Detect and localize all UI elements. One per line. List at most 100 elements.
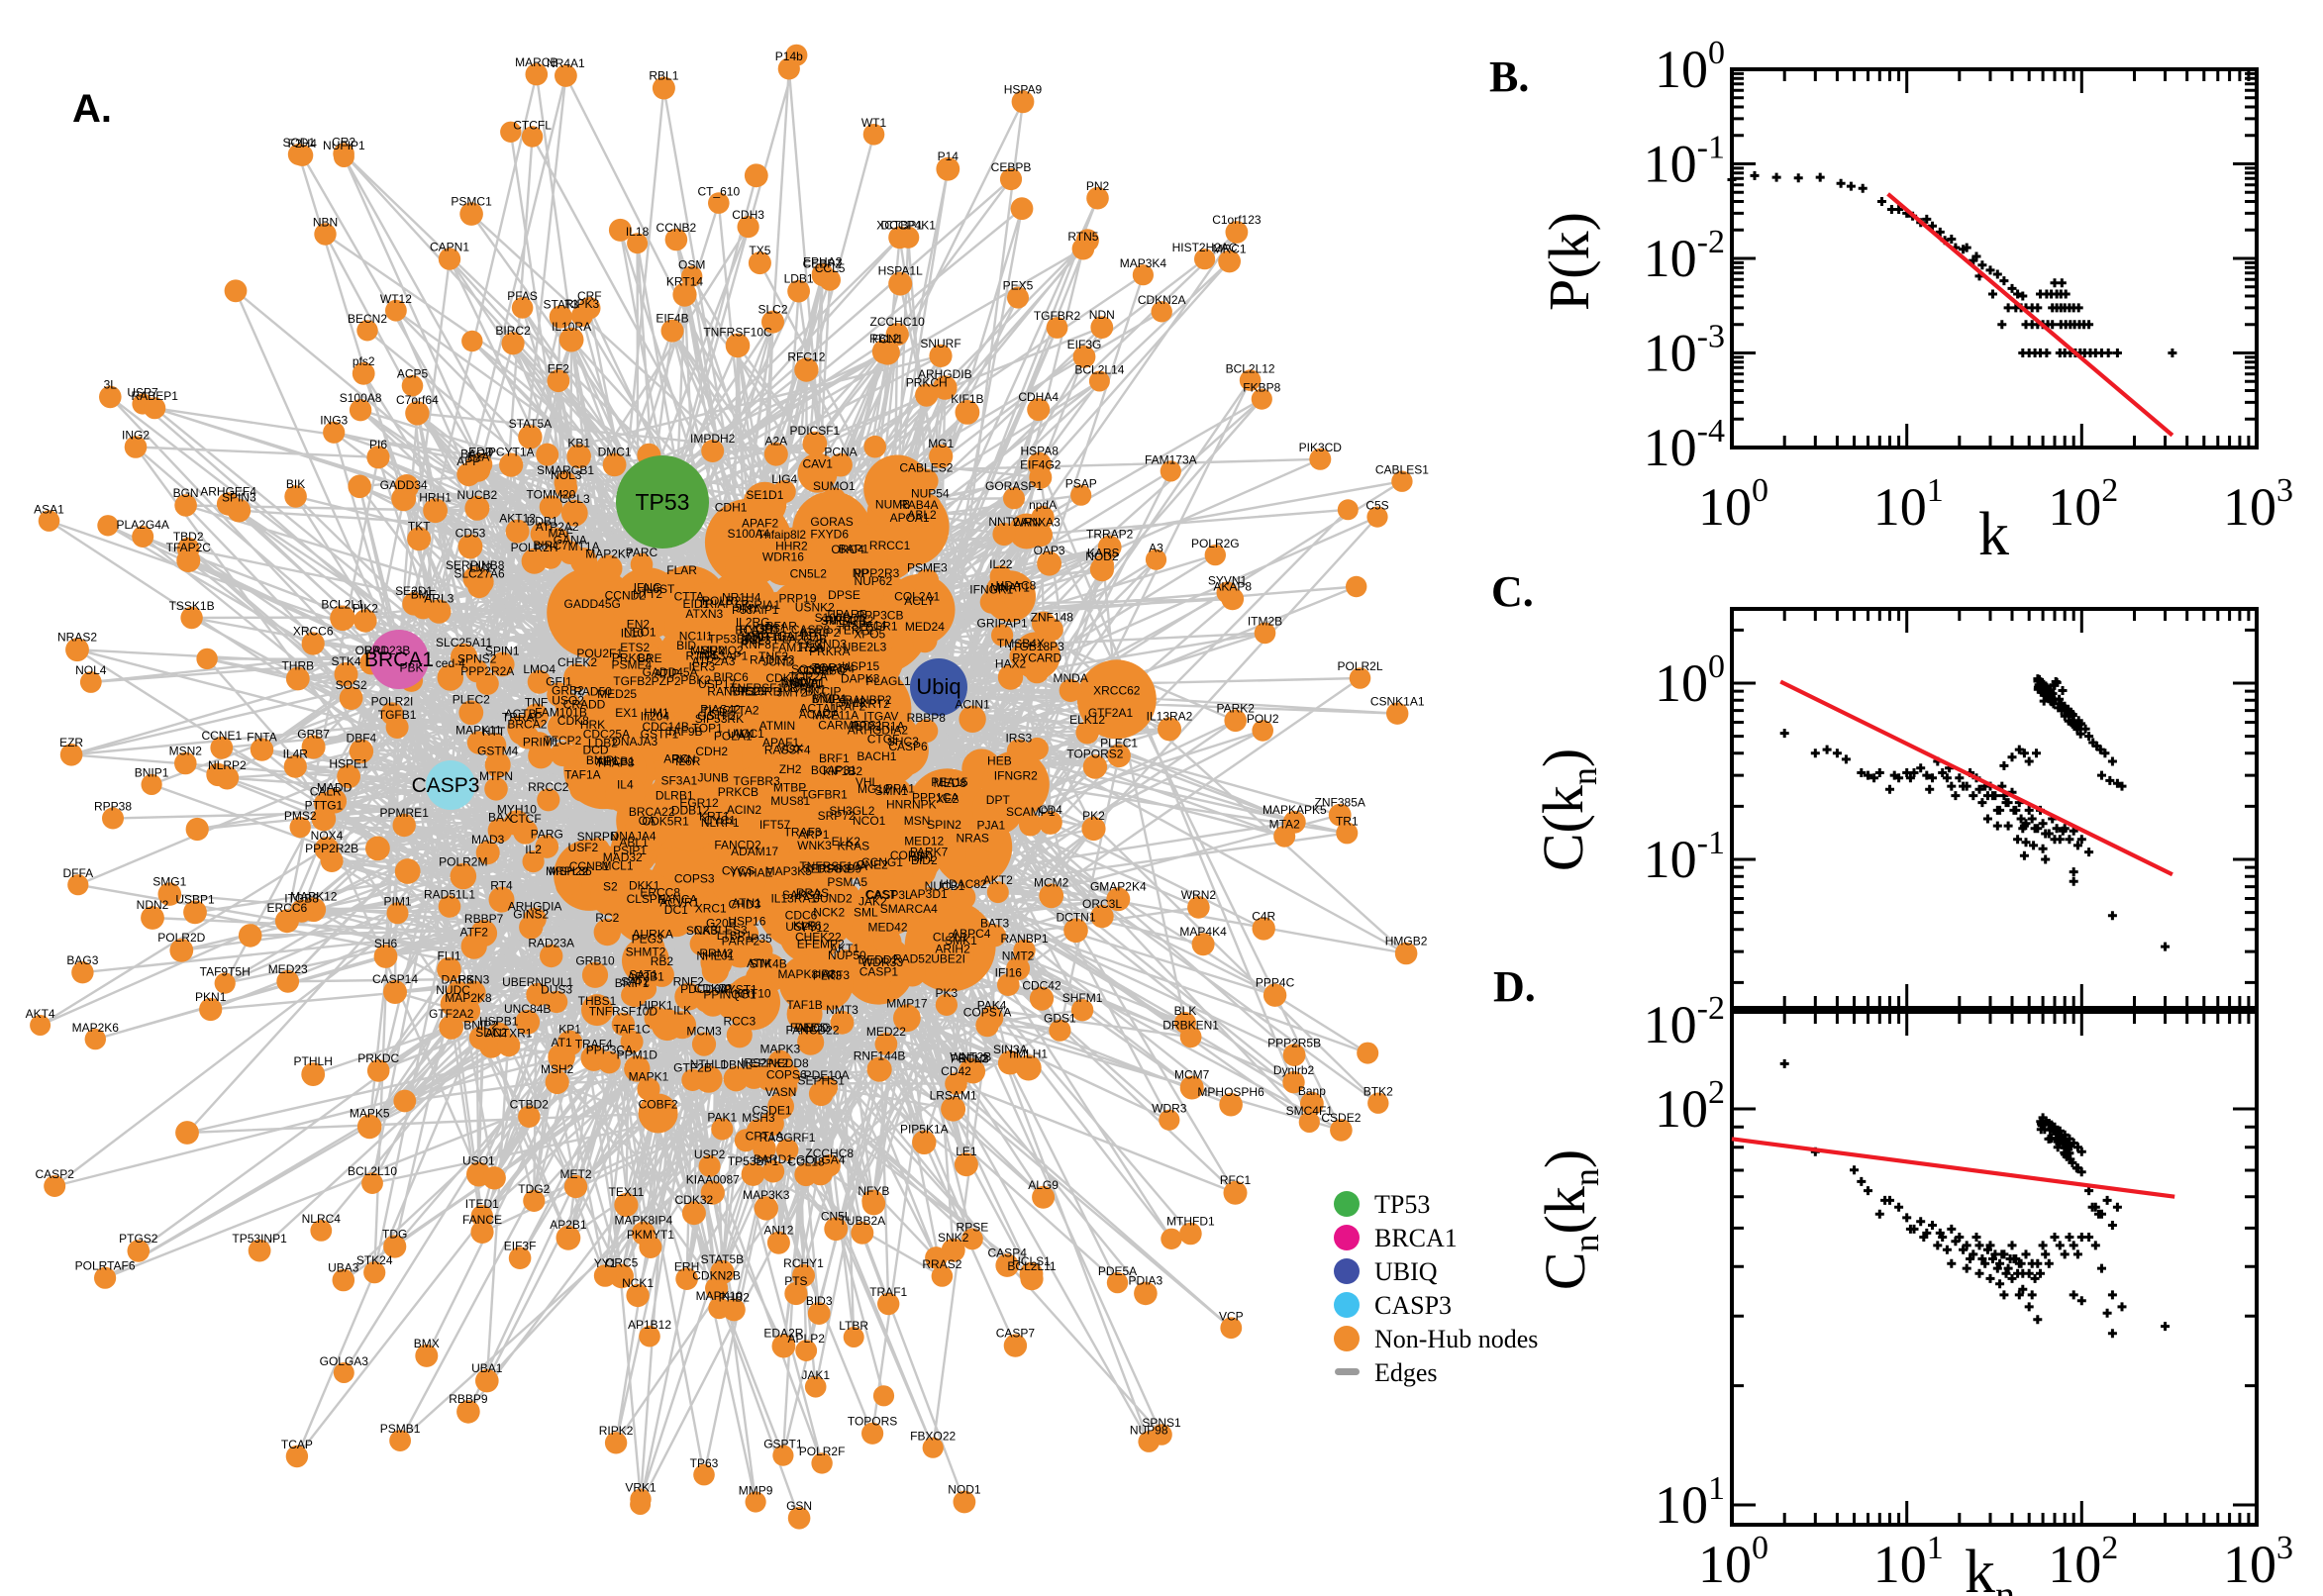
svg-text:PKN3: PKN3	[458, 973, 490, 987]
svg-text:DMC1: DMC1	[598, 446, 632, 459]
svg-text:BACH1: BACH1	[857, 749, 896, 763]
svg-text:CRF: CRF	[577, 289, 602, 303]
svg-text:KRT10: KRT10	[734, 986, 770, 1000]
svg-text:CDK5R1: CDK5R1	[642, 814, 689, 828]
svg-text:MAPK11: MAPK11	[455, 724, 502, 738]
svg-text:HHR2: HHR2	[775, 540, 808, 553]
svg-text:DSG3: DSG3	[817, 862, 850, 876]
svg-text:BRCA2: BRCA2	[507, 718, 547, 732]
svg-text:EIF4G2: EIF4G2	[1020, 458, 1061, 472]
svg-text:SHC3: SHC3	[887, 735, 919, 748]
svg-text:CLSPN: CLSPN	[627, 892, 666, 906]
svg-text:TRAF4: TRAF4	[575, 1038, 613, 1051]
svg-text:RAD23B: RAD23B	[364, 644, 411, 657]
svg-text:MAP2K8: MAP2K8	[445, 991, 492, 1005]
svg-text:SNURF: SNURF	[920, 337, 960, 350]
svg-text:OA: OA	[639, 814, 656, 828]
svg-text:Ubiq: Ubiq	[916, 674, 960, 699]
svg-text:MED42: MED42	[867, 920, 907, 934]
svg-text:TOPORS: TOPORS	[848, 1415, 897, 1429]
svg-text:PDE5A: PDE5A	[1098, 1264, 1137, 1278]
svg-text:LM2: LM2	[469, 561, 493, 575]
svg-text:RNF144B: RNF144B	[854, 1049, 906, 1063]
svg-text:TSSK1B: TSSK1B	[169, 599, 215, 613]
svg-text:COBF: COBF	[803, 663, 836, 677]
svg-text:RASSF4: RASSF4	[764, 744, 811, 757]
svg-text:WDR16: WDR16	[762, 549, 804, 563]
svg-text:3L: 3L	[104, 378, 118, 392]
svg-text:SYVN1: SYVN1	[1208, 574, 1248, 588]
svg-text:IL22: IL22	[989, 557, 1013, 571]
svg-text:TAF1A: TAF1A	[564, 767, 600, 781]
svg-text:ARIH2: ARIH2	[935, 943, 970, 956]
svg-text:JUNB: JUNB	[698, 771, 729, 785]
svg-text:TGFBR1: TGFBR1	[801, 788, 849, 802]
svg-text:KIF1B: KIF1B	[951, 392, 983, 406]
svg-text:MAPK12: MAPK12	[290, 890, 338, 904]
svg-text:RAD23A: RAD23A	[528, 937, 574, 950]
svg-text:SUMO2: SUMO2	[701, 644, 744, 657]
svg-text:SOS1: SOS1	[791, 662, 823, 676]
svg-text:WRN: WRN	[1012, 516, 1041, 530]
svg-text:PPP2R1A: PPP2R1A	[852, 719, 905, 733]
svg-text:PKMYT1: PKMYT1	[627, 1228, 674, 1242]
svg-text:NCO1: NCO1	[853, 814, 886, 828]
svg-text:MYH10: MYH10	[497, 802, 537, 816]
svg-text:NUCB2: NUCB2	[457, 488, 498, 502]
svg-text:BIK: BIK	[286, 477, 305, 491]
svg-text:XCTBP1: XCTBP1	[876, 219, 923, 233]
svg-text:GRB2: GRB2	[552, 684, 584, 698]
svg-text:SHMT2: SHMT2	[626, 945, 666, 958]
svg-text:CDK8: CDK8	[557, 714, 589, 728]
svg-text:NR1H4: NR1H4	[722, 591, 761, 605]
svg-text:F2H4: F2H4	[288, 137, 318, 150]
svg-text:RASGRF1: RASGRF1	[759, 1131, 816, 1145]
svg-text:USP16: USP16	[728, 914, 765, 928]
svg-text:NDN2: NDN2	[137, 898, 169, 912]
svg-text:EIF4B: EIF4B	[656, 312, 688, 326]
svg-text:DEDD: DEDD	[795, 1021, 829, 1035]
svg-text:BID3: BID3	[806, 1294, 833, 1308]
svg-text:ERCC6: ERCC6	[267, 901, 308, 915]
svg-text:10-1: 10-1	[1644, 130, 1725, 194]
svg-text:ING3: ING3	[320, 414, 348, 428]
svg-text:AKT4: AKT4	[26, 1007, 55, 1021]
svg-text:SE2D1: SE2D1	[395, 584, 433, 598]
svg-text:101: 101	[1873, 1530, 1944, 1594]
svg-text:HRK: HRK	[580, 718, 605, 732]
svg-text:HDAC8: HDAC8	[996, 579, 1037, 593]
svg-text:CHD3: CHD3	[728, 897, 760, 911]
svg-text:CCL18: CCL18	[787, 1155, 825, 1169]
svg-text:CNE2: CNE2	[857, 857, 888, 871]
svg-text:NLRP2: NLRP2	[208, 758, 247, 772]
svg-text:DPT: DPT	[986, 793, 1011, 807]
svg-text:CASP3: CASP3	[1374, 1291, 1452, 1320]
svg-text:SPNS1: SPNS1	[1142, 1416, 1181, 1430]
svg-text:TDG: TDG	[382, 1228, 407, 1242]
svg-text:TX5: TX5	[749, 244, 770, 257]
svg-text:HCLS1: HCLS1	[1012, 1254, 1051, 1268]
svg-text:KRT2: KRT2	[859, 697, 890, 711]
svg-text:TP53BP2: TP53BP2	[708, 632, 759, 646]
svg-text:SMAD4: SMAD4	[814, 662, 856, 676]
svg-text:CALR: CALR	[310, 784, 342, 798]
svg-text:ATP2A2: ATP2A2	[536, 520, 579, 534]
svg-text:ING2: ING2	[122, 428, 150, 442]
svg-text:AKT1: AKT1	[830, 942, 859, 955]
svg-text:FANCE: FANCE	[462, 1213, 502, 1227]
svg-text:APAF2: APAF2	[742, 517, 778, 531]
svg-text:LIG4: LIG4	[771, 472, 797, 486]
svg-text:Dynlrb2: Dynlrb2	[1273, 1063, 1315, 1077]
svg-text:LTBR: LTBR	[839, 1319, 868, 1333]
svg-text:PEG3: PEG3	[632, 933, 663, 947]
svg-text:HTT: HTT	[482, 725, 506, 739]
svg-text:ITGB8: ITGB8	[284, 892, 319, 906]
svg-text:POLRTAF6: POLRTAF6	[75, 1259, 136, 1273]
svg-text:TCAP: TCAP	[281, 1438, 313, 1451]
svg-text:TK1: TK1	[701, 705, 723, 719]
svg-text:BMF: BMF	[411, 588, 436, 602]
svg-text:BID2: BID2	[911, 853, 938, 867]
svg-text:DBNL: DBNL	[720, 1058, 752, 1072]
svg-text:IL2RG: IL2RG	[736, 615, 770, 629]
svg-text:SH6: SH6	[374, 937, 398, 950]
